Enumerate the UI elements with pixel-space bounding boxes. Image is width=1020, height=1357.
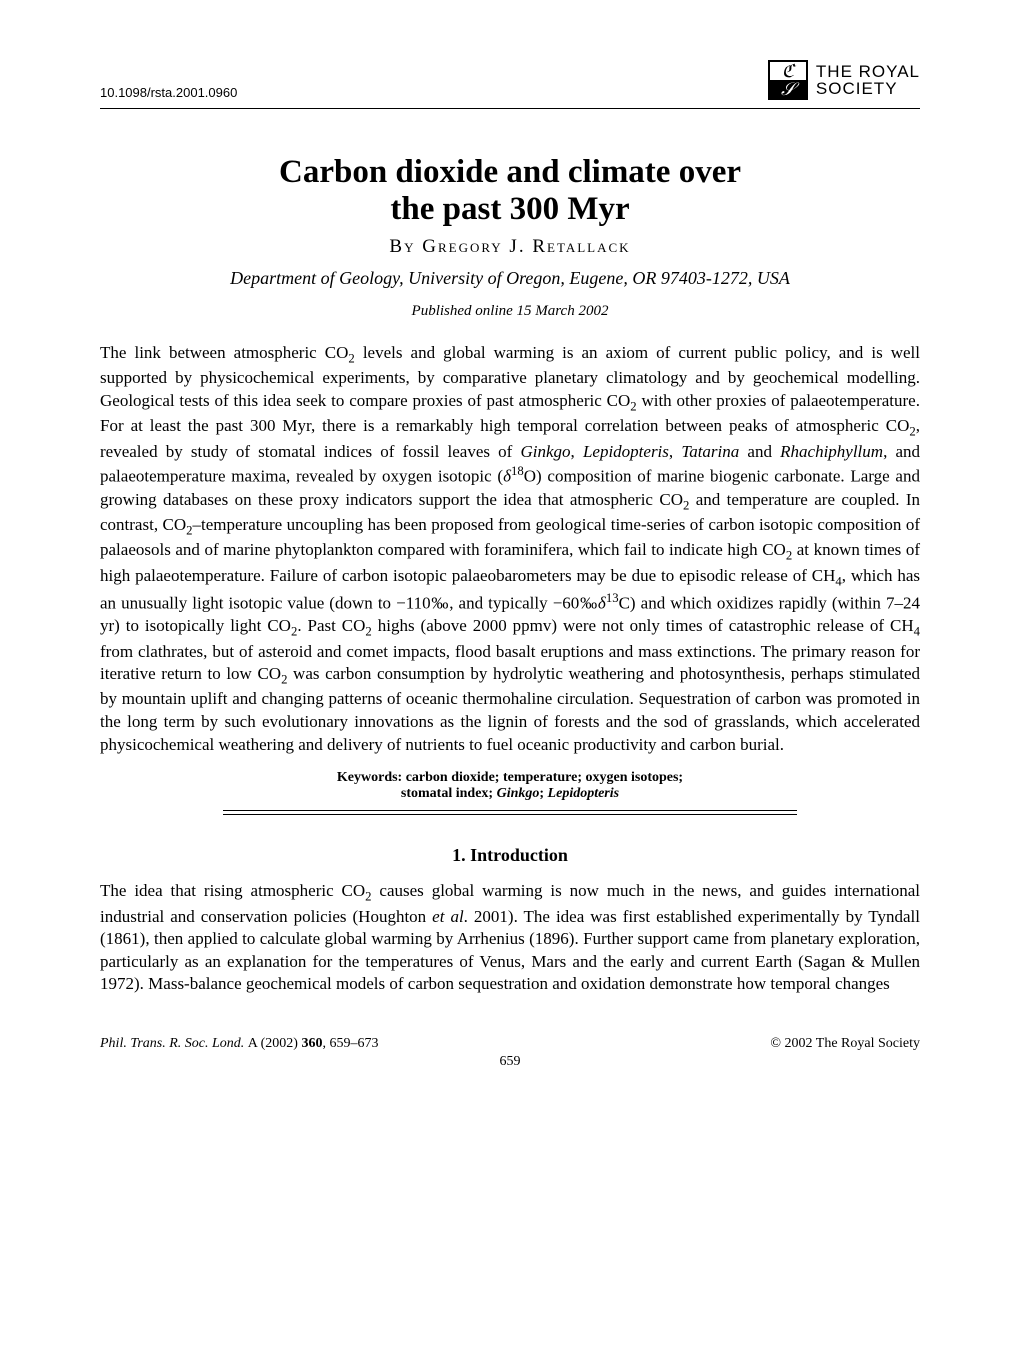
title-line1: Carbon dioxide and climate over [279, 154, 741, 190]
keywords-text: carbon dioxide; temperature; oxygen isot… [401, 770, 683, 801]
royal-society-icon: ℭ 𝒮 [768, 60, 808, 100]
logo-line2: SOCIETY [816, 80, 920, 97]
abstract-text: The link between atmospheric CO2 levels … [100, 342, 920, 756]
keywords-label: Keywords: [337, 770, 402, 785]
title-line2: the past 300 Myr [390, 191, 629, 227]
journal-name: Phil. Trans. R. Soc. Lond. [100, 1036, 244, 1051]
publisher-logo: ℭ 𝒮 THE ROYAL SOCIETY [768, 60, 920, 100]
doi-text: 10.1098/rsta.2001.0960 [100, 85, 237, 100]
introduction-text: The idea that rising atmospheric CO2 cau… [100, 880, 920, 996]
keywords-block: Keywords: carbon dioxide; temperature; o… [100, 770, 920, 802]
volume-number: 360 [301, 1036, 322, 1051]
section-heading: 1. Introduction [100, 845, 920, 866]
logo-text: THE ROYAL SOCIETY [816, 63, 920, 97]
publication-date: Published online 15 March 2002 [100, 303, 920, 320]
logo-line1: THE ROYAL [816, 63, 920, 80]
copyright-text: © 2002 The Royal Society [770, 1036, 920, 1052]
paper-title: Carbon dioxide and climate over the past… [100, 154, 920, 228]
page-range: , 659–673 [322, 1036, 378, 1051]
logo-top-glyph: ℭ [770, 62, 806, 80]
section-divider [223, 810, 797, 815]
author-line: By Gregory J. Retallack [100, 236, 920, 258]
journal-citation: Phil. Trans. R. Soc. Lond. A (2002) 360,… [100, 1036, 378, 1052]
header-rule [100, 108, 920, 109]
logo-bot-glyph: 𝒮 [770, 80, 806, 98]
header-row: 10.1098/rsta.2001.0960 ℭ 𝒮 THE ROYAL SOC… [100, 60, 920, 100]
page-number: 659 [100, 1054, 920, 1070]
journal-series: A (2002) [248, 1036, 298, 1051]
affiliation-line: Department of Geology, University of Ore… [100, 268, 920, 289]
footer-row: Phil. Trans. R. Soc. Lond. A (2002) 360,… [100, 1036, 920, 1052]
